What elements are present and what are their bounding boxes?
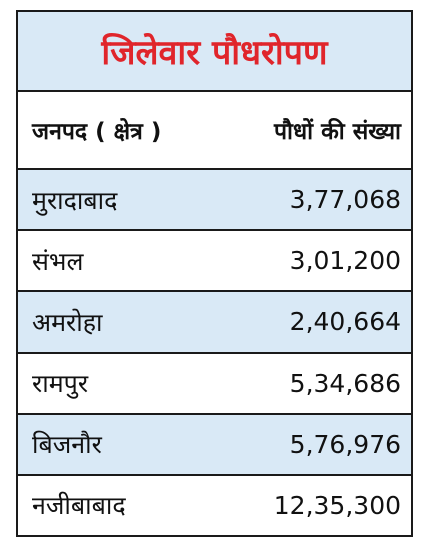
district-name: मुरादाबाद [32,185,118,215]
district-name: संभल [32,246,84,276]
table-header-row: जनपद ( क्षेत्र ) पौधों की संख्या [18,92,411,170]
plant-count: 12,35,300 [273,490,401,520]
district-name: अमरोहा [32,307,103,337]
district-name: नजीबाबाद [32,491,126,521]
district-name: रामपुर [32,369,89,399]
plant-count: 5,76,976 [289,429,401,459]
header-district: जनपद ( क्षेत्र ) [32,119,162,145]
table-row: अमरोहा 2,40,664 [18,292,411,354]
table-row: नजीबाबाद 12,35,300 [18,476,411,535]
table-title: जिलेवार पौधरोपण [101,33,328,73]
plantation-table: जिलेवार पौधरोपण जनपद ( क्षेत्र ) पौधों क… [16,10,413,537]
table-row: रामपुर 5,34,686 [18,354,411,415]
table-row: संभल 3,01,200 [18,231,411,293]
header-plant-count: पौधों की संख्या [273,119,401,145]
district-name: बिजनौर [32,430,102,460]
plant-count: 5,34,686 [289,368,401,398]
table-row: बिजनौर 5,76,976 [18,414,411,476]
table-title-row: जिलेवार पौधरोपण [18,12,411,92]
table-row: मुरादाबाद 3,77,068 [18,170,411,232]
plant-count: 3,01,200 [289,246,401,276]
plant-count: 2,40,664 [289,307,401,337]
plant-count: 3,77,068 [289,185,401,215]
